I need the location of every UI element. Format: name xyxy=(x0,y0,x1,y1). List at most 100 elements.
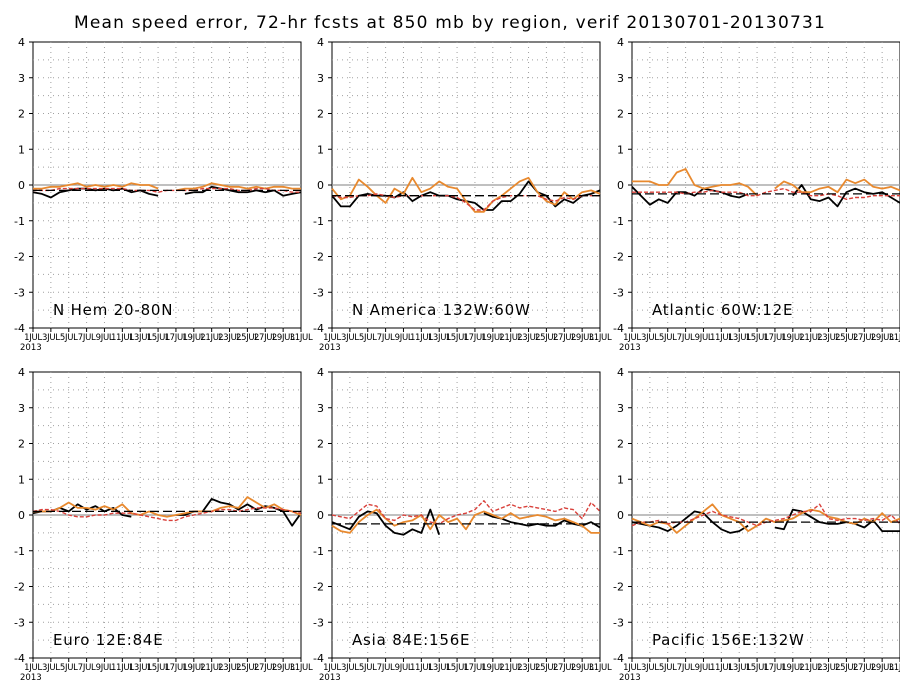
panel-1: -4 -3 -2 -1 0 1 2 3 4 1JUL 3JUL 5JUL 7JUL 9JUL11JUL13… xyxy=(313,36,612,353)
y-tick-label: 4 xyxy=(18,36,25,49)
x-tick-label: 25JUL xyxy=(835,333,858,343)
y-tick-label: 1 xyxy=(18,473,25,486)
x-tick-label: 19JUL xyxy=(481,333,504,343)
y-tick-label: -4 xyxy=(313,322,324,335)
y-tick-label: 0 xyxy=(18,179,25,192)
y-tick-label: 2 xyxy=(18,108,25,121)
y-tick-label: -2 xyxy=(613,581,624,594)
x-tick-label: 1JUL xyxy=(623,663,641,673)
series-line-2 xyxy=(331,193,600,211)
y-tick-label: 4 xyxy=(617,366,624,379)
x-tick-label: 9JUL xyxy=(395,663,413,673)
y-tick-label: 3 xyxy=(317,72,324,85)
x-tick-label: 7JUL xyxy=(78,333,96,343)
x-tick-label: 27JUL xyxy=(853,663,876,673)
x-tick-label: 29JUL xyxy=(272,663,295,673)
x-tick-label: 11JUL xyxy=(111,333,134,343)
x-tick-label: 29JUL xyxy=(871,333,894,343)
y-tick-label: -1 xyxy=(313,545,324,558)
y-tick-label: -3 xyxy=(313,286,324,299)
x-tick-label: 19JUL xyxy=(182,663,205,673)
x-tick-label: 9JUL xyxy=(96,663,114,673)
x-tick-label: 5JUL xyxy=(359,663,377,673)
x-tick-label: 13JUL xyxy=(428,333,451,343)
x-tick-label: 21JUL xyxy=(200,333,223,343)
series-line-1 xyxy=(631,503,900,534)
x-tick-label: 9JUL xyxy=(96,333,114,343)
year-label: 2013 xyxy=(319,343,341,353)
x-tick-label: 17JUL xyxy=(464,333,487,343)
x-tick-label: 19JUL xyxy=(781,663,804,673)
x-tick-label: 7JUL xyxy=(677,663,695,673)
x-tick-label: 25JUL xyxy=(236,663,259,673)
series-line-2 xyxy=(331,500,601,525)
region-label: N Hem 20-80N xyxy=(53,301,173,319)
x-tick-label: 9JUL xyxy=(695,663,713,673)
x-tick-label: 29JUL xyxy=(272,333,295,343)
x-tick-label: 15JUL xyxy=(446,663,469,673)
x-tick-label: 27JUL xyxy=(853,333,876,343)
y-tick-label: 4 xyxy=(317,36,324,49)
y-tick-label: 0 xyxy=(317,179,324,192)
x-tick-label: 23JUL xyxy=(218,333,241,343)
x-tick-label: 13JUL xyxy=(728,663,751,673)
x-tick-label: 11JUL xyxy=(710,333,733,343)
y-tick-label: -2 xyxy=(613,251,624,264)
x-tick-label: 23JUL xyxy=(817,663,840,673)
x-tick-label: 27JUL xyxy=(254,663,277,673)
x-tick-label: 25JUL xyxy=(835,663,858,673)
x-tick-label: 7JUL xyxy=(377,663,395,673)
year-label: 2013 xyxy=(319,673,341,683)
region-label: N America 132W:60W xyxy=(352,301,531,319)
y-tick-label: -4 xyxy=(613,652,624,665)
y-tick-label: 2 xyxy=(617,108,624,121)
y-tick-label: -2 xyxy=(313,251,324,264)
x-tick-label: 15JUL xyxy=(446,333,469,343)
x-tick-label: 1JUL xyxy=(323,333,341,343)
y-tick-label: -3 xyxy=(313,616,324,629)
y-tick-label: -1 xyxy=(313,215,324,228)
x-tick-label: 25JUL xyxy=(236,333,259,343)
x-tick-label: 15JUL xyxy=(746,663,769,673)
region-label: Asia 84E:156E xyxy=(352,631,470,649)
y-tick-label: 0 xyxy=(18,509,25,522)
series-line-1 xyxy=(632,168,900,197)
y-tick-label: 3 xyxy=(617,402,624,415)
y-tick-label: 2 xyxy=(617,438,624,451)
x-tick-label: 7JUL xyxy=(78,663,96,673)
x-tick-label: 1JUL xyxy=(24,333,42,343)
year-label: 2013 xyxy=(20,673,42,683)
y-tick-label: 0 xyxy=(317,509,324,522)
x-tick-label: 9JUL xyxy=(695,333,713,343)
x-tick-label: 17JUL xyxy=(764,333,787,343)
x-tick-label: 11JUL xyxy=(410,663,433,673)
x-tick-label: 21JUL xyxy=(499,663,522,673)
y-tick-label: 4 xyxy=(617,36,624,49)
x-tick-label: 3JUL xyxy=(42,663,60,673)
y-tick-label: -1 xyxy=(613,545,624,558)
x-tick-label: 7JUL xyxy=(377,333,395,343)
y-tick-label: -4 xyxy=(313,652,324,665)
year-label: 2013 xyxy=(619,343,641,353)
x-tick-label: 27JUL xyxy=(553,333,576,343)
x-tick-label: 11JUL xyxy=(410,333,433,343)
x-tick-label: 25JUL xyxy=(535,333,558,343)
x-tick-label: 21JUL xyxy=(499,333,522,343)
region-label: Pacific 156E:132W xyxy=(652,631,805,649)
y-tick-label: -4 xyxy=(14,322,25,335)
y-tick-label: 1 xyxy=(617,143,624,156)
y-tick-label: 4 xyxy=(317,366,324,379)
y-tick-label: -1 xyxy=(14,545,25,558)
series-line-2 xyxy=(632,187,900,200)
x-tick-label: 19JUL xyxy=(781,333,804,343)
x-tick-label: 1JUL xyxy=(323,663,341,673)
x-tick-label: 1JUL xyxy=(24,663,42,673)
panel-4: -4 -3 -2 -1 0 1 2 3 4 1JUL 3JUL 5JUL 7JUL 9JUL11JUL13… xyxy=(313,366,612,683)
y-tick-label: 1 xyxy=(317,473,324,486)
x-tick-label: 13JUL xyxy=(129,663,152,673)
series-line-1 xyxy=(33,182,301,192)
x-tick-label: 3JUL xyxy=(42,333,60,343)
panel-2: -4 -3 -2 -1 0 1 2 3 4 1JUL 3JUL 5JUL 7JUL 9JUL11JUL13… xyxy=(613,36,900,353)
x-tick-label: 5JUL xyxy=(659,663,677,673)
x-tick-label: 15JUL xyxy=(746,333,769,343)
